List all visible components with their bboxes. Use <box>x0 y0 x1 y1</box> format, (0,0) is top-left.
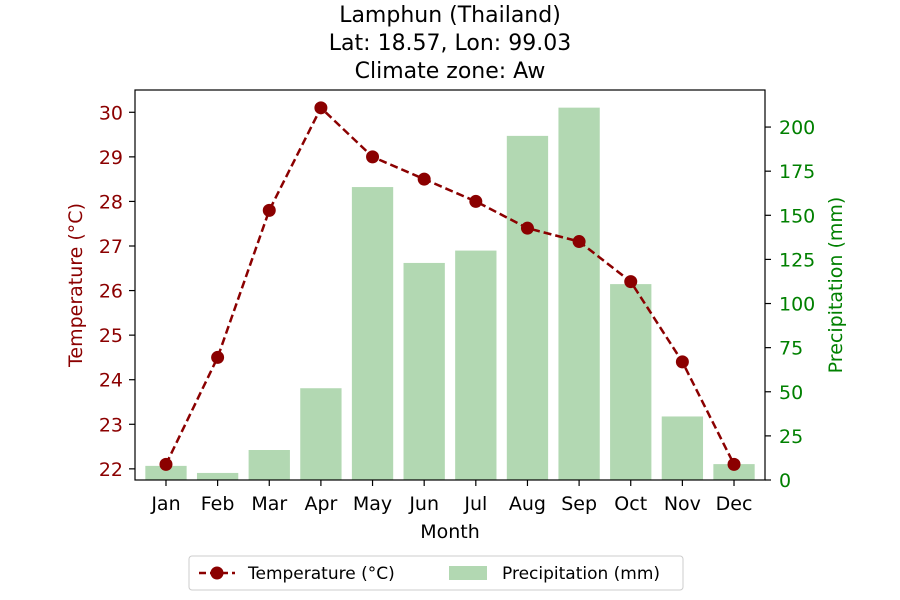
x-tick-label-aug: Aug <box>509 493 546 515</box>
temperature-point-feb <box>211 350 225 364</box>
temperature-line-series <box>159 101 741 471</box>
precipitation-bar-may <box>351 187 394 480</box>
x-tick-label-apr: Apr <box>304 493 337 515</box>
left-tick-label: 30 <box>99 102 123 124</box>
legend-precipitation-swatch <box>449 566 487 580</box>
left-tick-label: 23 <box>99 414 123 436</box>
x-tick-label-jan: Jan <box>150 493 180 515</box>
left-tick-label: 29 <box>99 147 123 169</box>
x-tick-label-jul: Jul <box>463 493 487 515</box>
left-axis-ticks: 22 23 24 25 26 27 28 29 30 <box>99 102 135 481</box>
precipitation-bar-jul <box>455 250 497 480</box>
chart-title-line-2: Lat: 18.57, Lon: 99.03 <box>329 31 571 56</box>
temperature-point-nov <box>675 355 689 369</box>
legend-temperature-marker-swatch <box>210 566 224 580</box>
left-tick-label: 28 <box>99 191 123 213</box>
right-tick-label: 175 <box>779 161 815 183</box>
temperature-point-sep <box>572 235 586 249</box>
left-tick-label: 24 <box>99 370 123 392</box>
temperature-point-jan <box>159 457 173 471</box>
precipitation-bar-jan <box>145 465 187 480</box>
precipitation-bar-aug <box>506 135 549 480</box>
temperature-point-apr <box>314 101 328 115</box>
right-tick-label: 0 <box>779 470 791 492</box>
precipitation-bar-mar <box>248 450 290 480</box>
legend-precipitation-label: Precipitation (mm) <box>502 564 660 584</box>
right-tick-label: 200 <box>779 117 815 139</box>
x-tick-label-nov: Nov <box>664 493 701 515</box>
left-tick-label: 27 <box>99 236 123 258</box>
chart-title-line-3: Climate zone: Aw <box>355 59 546 84</box>
precipitation-bar-apr <box>300 388 342 480</box>
x-axis-ticks: Jan Feb Mar Apr May Jun Jul Aug Sep Oct Nov Dec <box>150 480 752 515</box>
right-tick-label: 100 <box>779 294 815 316</box>
temperature-point-oct <box>624 275 638 289</box>
x-tick-label-feb: Feb <box>201 493 235 515</box>
precipitation-bar-nov <box>661 416 704 480</box>
right-tick-label: 50 <box>779 382 803 404</box>
precipitation-bar-oct <box>610 284 652 480</box>
chart-title-line-1: Lamphun (Thailand) <box>339 3 561 28</box>
right-tick-label: 125 <box>779 249 815 271</box>
legend: Temperature (°C) Precipitation (mm) <box>188 555 684 591</box>
right-tick-label: 75 <box>779 338 803 360</box>
right-axis-ticks: 0 25 50 75 100 125 150 175 200 <box>765 117 815 492</box>
x-tick-label-dec: Dec <box>716 493 753 515</box>
x-tick-label-oct: Oct <box>614 493 647 515</box>
left-tick-label: 25 <box>99 325 123 347</box>
precipitation-bars <box>145 107 755 480</box>
right-tick-label: 25 <box>779 426 803 448</box>
temperature-point-dec <box>727 457 741 471</box>
right-tick-label: 150 <box>779 205 815 227</box>
precipitation-bar-sep <box>558 107 600 480</box>
temperature-point-mar <box>262 203 276 217</box>
temperature-line <box>164 105 736 465</box>
precipitation-bar-dec <box>713 464 755 480</box>
left-tick-label: 26 <box>99 281 123 303</box>
plot-frame <box>134 89 766 481</box>
temperature-point-aug <box>520 221 534 235</box>
x-tick-label-jun: Jun <box>408 493 439 515</box>
temperature-point-may <box>366 150 380 164</box>
legend-temperature-label: Temperature (°C) <box>247 564 395 584</box>
x-tick-label-may: May <box>353 493 392 515</box>
legend-box <box>188 555 684 591</box>
x-axis-label: Month <box>420 521 480 543</box>
precipitation-bar-feb <box>196 472 239 480</box>
temperature-point-jul <box>469 194 483 208</box>
y-axis-label-left: Temperature (°C) <box>65 203 87 368</box>
x-tick-label-sep: Sep <box>561 493 597 515</box>
temperature-point-jun <box>417 172 431 186</box>
y-axis-label-right: Precipitation (mm) <box>825 197 847 374</box>
x-tick-label-mar: Mar <box>251 493 287 515</box>
left-tick-label: 22 <box>99 459 123 481</box>
precipitation-bar-jun <box>403 262 445 480</box>
